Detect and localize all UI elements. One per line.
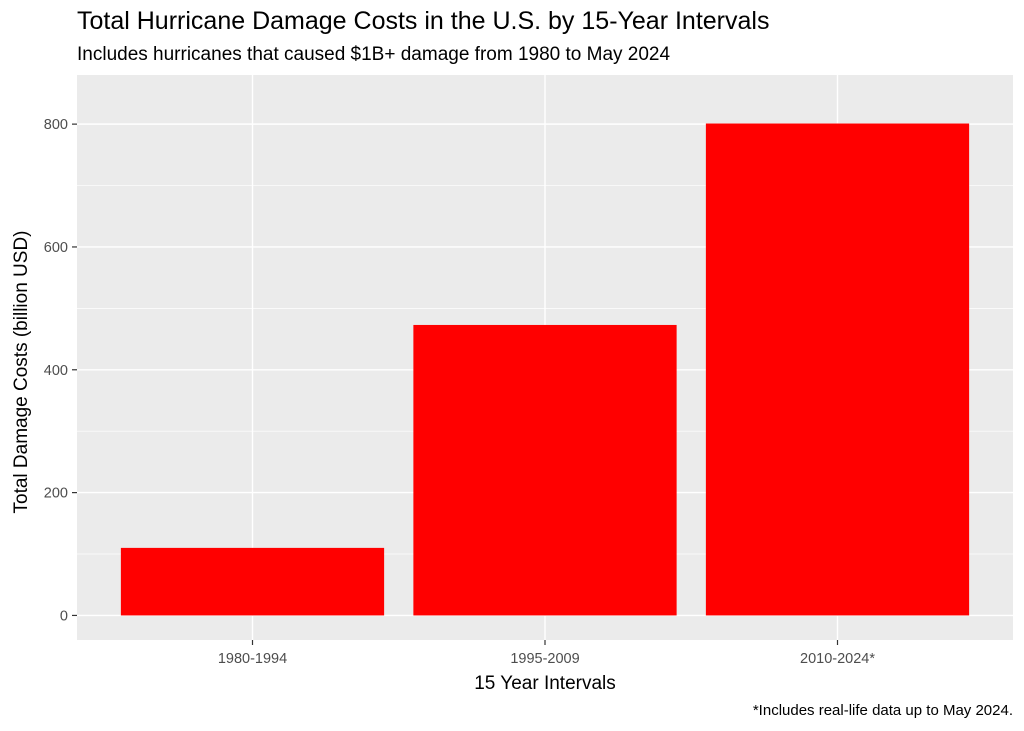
y-tick-label: 200 bbox=[44, 486, 68, 502]
x-tick-label: 1995-2009 bbox=[510, 651, 579, 667]
chart-title: Total Hurricane Damage Costs in the U.S.… bbox=[77, 7, 770, 35]
chart-subtitle: Includes hurricanes that caused $1B+ dam… bbox=[77, 44, 671, 65]
y-tick-label: 0 bbox=[60, 608, 68, 624]
chart-caption: *Includes real-life data up to May 2024. bbox=[752, 702, 1013, 719]
x-tick-label: 1980-1994 bbox=[218, 651, 287, 667]
y-tick-label: 400 bbox=[44, 363, 68, 379]
y-axis-title: Total Damage Costs (billion USD) bbox=[11, 231, 32, 514]
x-tick-label: 2010-2024* bbox=[800, 651, 875, 667]
x-axis: 1980-1994 1995-2009 2010-2024* bbox=[218, 640, 875, 667]
y-tick-label: 600 bbox=[44, 240, 68, 256]
bar-1980-1994 bbox=[120, 547, 385, 616]
y-tick-label: 800 bbox=[44, 117, 68, 133]
bar-2010-2024* bbox=[705, 123, 970, 616]
bars bbox=[120, 123, 970, 616]
x-axis-title: 15 Year Intervals bbox=[474, 673, 616, 694]
bar-1995-2009 bbox=[413, 324, 677, 616]
y-axis: 0 200 400 600 800 bbox=[44, 117, 77, 624]
